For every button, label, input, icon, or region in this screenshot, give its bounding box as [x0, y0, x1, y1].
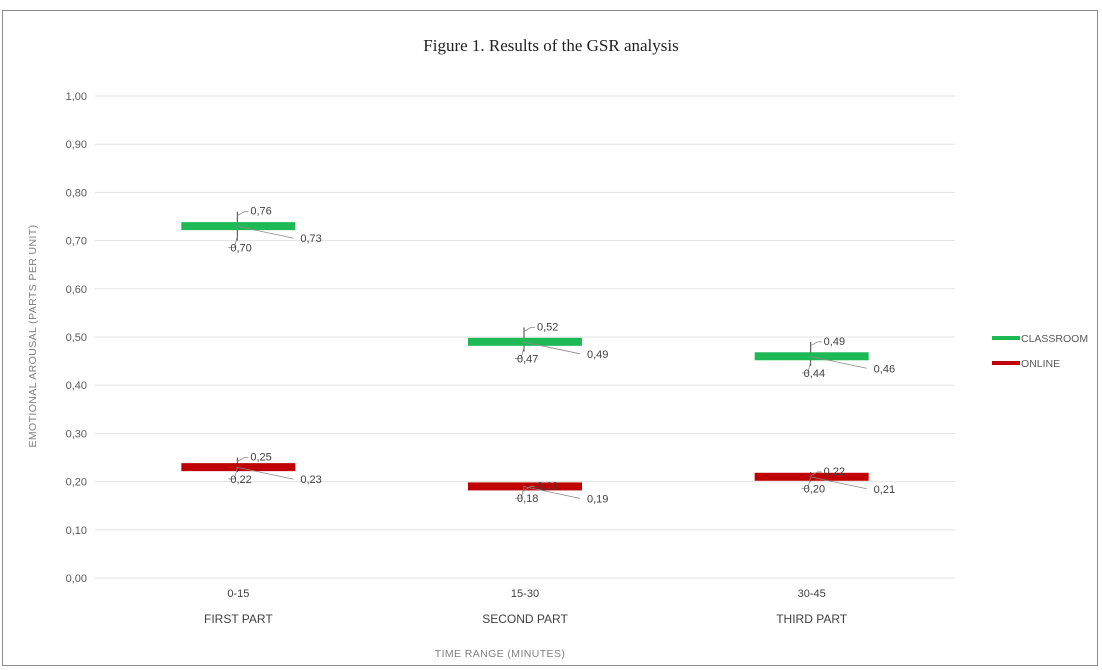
leader-line [809, 476, 867, 490]
y-axis-title: EMOTIONAL AROUSAL (PARTS PER UNIT) [27, 224, 39, 447]
data-label-value: 0,23 [300, 474, 321, 486]
y-tick-label: 0,00 [66, 573, 87, 585]
x-tick-part: SECOND PART [482, 612, 568, 626]
leader-line [228, 467, 238, 480]
range-bar [754, 352, 869, 361]
leader-line [237, 211, 249, 217]
leader-line [801, 477, 812, 490]
leader-line [810, 471, 822, 477]
x-tick-part: THIRD PART [776, 612, 848, 626]
data-label-low: 0,47 [517, 353, 538, 365]
x-tick-range: 0-15 [227, 588, 249, 600]
data-label-value: 0,73 [300, 233, 321, 245]
y-tick-label: 0,30 [66, 428, 87, 440]
y-tick-label: 0,90 [66, 139, 87, 151]
range-bar [181, 222, 296, 231]
data-label-high: 0,49 [824, 336, 845, 348]
leader-line [236, 225, 294, 239]
x-axis-title: TIME RANGE (MINUTES) [435, 648, 566, 660]
range-bar [754, 472, 869, 481]
y-tick-label: 0,20 [66, 477, 87, 489]
legend-swatch [992, 336, 1020, 340]
x-tick-range: 15-30 [511, 588, 539, 600]
data-label-high: 0,22 [824, 466, 845, 478]
data-label-low: 0,18 [517, 493, 538, 505]
data-label-low: 0,70 [230, 243, 251, 255]
leader-line [809, 355, 867, 369]
y-tick-label: 1,00 [66, 91, 87, 103]
leader-line [810, 341, 822, 347]
leader-line [522, 341, 581, 355]
y-tick-label: 0,50 [66, 332, 87, 344]
y-tick-label: 0,10 [66, 525, 87, 537]
data-label-high: 0,25 [250, 452, 271, 464]
data-label-high: 0,19 [537, 480, 558, 492]
data-label-low: 0,20 [804, 484, 825, 496]
data-label-value: 0,21 [874, 484, 895, 496]
range-bar [181, 463, 296, 472]
x-tick-part: FIRST PART [204, 612, 273, 626]
data-label-value: 0,19 [587, 493, 608, 505]
data-label-high: 0,52 [537, 321, 558, 333]
leader-line [801, 361, 812, 374]
legend-label: ONLINE [1021, 358, 1060, 370]
data-label-low: 0,22 [230, 474, 251, 486]
legend: CLASSROOM ONLINE [992, 333, 1088, 370]
y-tick-label: 0,40 [66, 380, 87, 392]
chart-title: Figure 1. Results of the GSR analysis [423, 36, 679, 55]
data-labels: 0,76 0,70 0,73 0,52 0,47 0,49 0,49 0,44 0,46 0,25… [228, 206, 895, 505]
x-tick-range: 30-45 [798, 588, 826, 600]
x-axis-categories: 0-15 FIRST PART 15-30 SECOND PART 30-45 THIRD… [204, 588, 848, 626]
data-label-value: 0,46 [874, 363, 895, 375]
leader-line [515, 347, 525, 359]
leader-line [228, 236, 238, 249]
series-marks [181, 211, 869, 492]
leader-line [236, 466, 294, 480]
y-axis-ticks: 0,00 0,10 0,20 0,30 0,40 0,50 0,60 0,70 0,80 0,90… [66, 91, 87, 585]
leader-line [515, 487, 525, 499]
leader-line [523, 326, 535, 332]
leader-line [522, 486, 581, 499]
leader-line [523, 486, 535, 491]
data-label-low: 0,44 [804, 368, 825, 380]
y-tick-label: 0,80 [66, 187, 87, 199]
y-tick-label: 0,60 [66, 284, 87, 296]
legend-label: CLASSROOM [1021, 333, 1088, 345]
range-bar [468, 482, 582, 491]
data-label-high: 0,76 [250, 206, 271, 218]
range-bar [468, 337, 582, 346]
legend-swatch [992, 361, 1020, 365]
data-label-value: 0,49 [587, 349, 608, 361]
y-tick-label: 0,70 [66, 236, 87, 248]
leader-line [237, 457, 249, 462]
gridlines [95, 95, 955, 579]
